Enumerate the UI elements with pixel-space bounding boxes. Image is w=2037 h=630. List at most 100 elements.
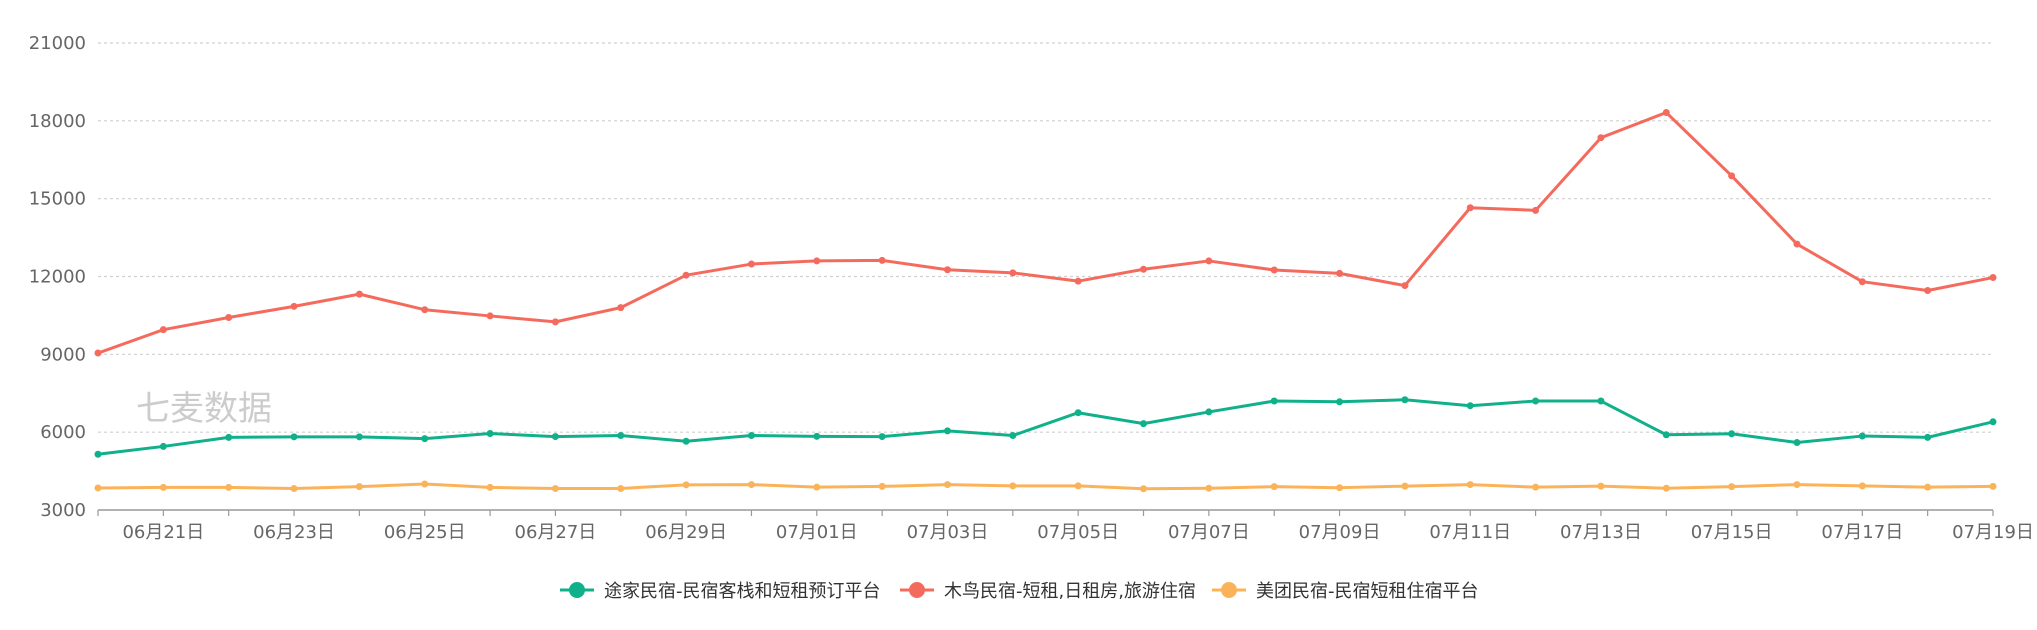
y-axis: 3000 6000 9000 12000 15000 18000 21000 bbox=[29, 33, 86, 521]
watermark: 七麦数据 bbox=[136, 389, 272, 429]
x-tick-label: 06月21日 bbox=[122, 522, 204, 543]
x-tick-label: 07月07日 bbox=[1168, 522, 1250, 543]
data-point bbox=[1401, 396, 1409, 404]
x-tick-label: 06月27日 bbox=[515, 522, 597, 543]
data-point bbox=[1270, 397, 1278, 405]
y-tick-label: 18000 bbox=[29, 111, 86, 132]
data-point bbox=[1989, 274, 1997, 282]
series-line bbox=[97, 482, 1994, 491]
data-point bbox=[878, 482, 886, 490]
data-point bbox=[1793, 240, 1801, 248]
data-point bbox=[159, 326, 167, 334]
data-point bbox=[421, 480, 429, 488]
legend-item[interactable]: 木鸟民宿-短租,日租房,旅游住宿 bbox=[900, 581, 1196, 602]
data-point bbox=[1466, 204, 1474, 212]
y-tick-label: 6000 bbox=[40, 422, 86, 443]
legend[interactable]: 途家民宿-民宿客栈和短租预订平台 木鸟民宿-短租,日租房,旅游住宿 美团民宿-民宿短… bbox=[560, 581, 1479, 602]
x-tick-label: 07月03日 bbox=[907, 522, 989, 543]
data-point bbox=[617, 432, 625, 440]
data-point bbox=[551, 433, 559, 441]
data-point bbox=[486, 429, 494, 437]
data-point bbox=[94, 484, 102, 492]
y-tick-label: 9000 bbox=[40, 344, 86, 365]
data-point bbox=[1858, 482, 1866, 490]
data-point bbox=[1793, 481, 1801, 489]
data-point bbox=[1205, 408, 1213, 416]
data-point bbox=[1597, 134, 1605, 142]
y-tick-label: 12000 bbox=[29, 267, 86, 288]
data-point bbox=[1924, 483, 1932, 491]
x-tick-label: 07月17日 bbox=[1821, 522, 1903, 543]
data-point bbox=[1532, 483, 1540, 491]
data-point bbox=[747, 481, 755, 489]
data-point bbox=[94, 349, 102, 357]
data-point bbox=[1858, 278, 1866, 286]
legend-label: 途家民宿-民宿客栈和短租预订平台 bbox=[604, 581, 881, 602]
y-tick-label: 3000 bbox=[40, 500, 86, 521]
data-point bbox=[355, 483, 363, 491]
data-point bbox=[682, 271, 690, 279]
y-tick-label: 15000 bbox=[29, 189, 86, 210]
data-point bbox=[617, 304, 625, 312]
data-point bbox=[1140, 485, 1148, 493]
data-point bbox=[943, 266, 951, 274]
y-tick-label: 21000 bbox=[29, 33, 86, 54]
legend-item[interactable]: 美团民宿-民宿短租住宿平台 bbox=[1212, 581, 1479, 602]
data-point bbox=[1270, 266, 1278, 274]
data-point bbox=[1728, 172, 1736, 180]
data-point bbox=[1074, 482, 1082, 490]
data-point bbox=[1532, 397, 1540, 405]
data-point bbox=[290, 302, 298, 310]
x-tick-label: 07月11日 bbox=[1429, 522, 1511, 543]
data-point bbox=[747, 432, 755, 440]
legend-marker bbox=[569, 582, 585, 598]
data-point bbox=[1532, 206, 1540, 214]
data-point bbox=[1924, 433, 1932, 441]
data-point bbox=[1205, 257, 1213, 265]
x-tick-label: 06月29日 bbox=[645, 522, 727, 543]
data-point bbox=[1336, 398, 1344, 406]
data-point bbox=[943, 427, 951, 435]
data-point bbox=[225, 483, 233, 491]
data-point bbox=[290, 484, 298, 492]
data-point bbox=[1009, 269, 1017, 277]
data-point bbox=[1989, 482, 1997, 490]
data-point bbox=[355, 290, 363, 298]
data-point bbox=[1009, 482, 1017, 490]
data-point bbox=[551, 484, 559, 492]
data-point bbox=[1662, 484, 1670, 492]
data-point bbox=[682, 437, 690, 445]
legend-item[interactable]: 途家民宿-民宿客栈和短租预订平台 bbox=[560, 581, 881, 602]
data-point bbox=[1270, 483, 1278, 491]
data-point bbox=[1336, 269, 1344, 277]
x-tick-label: 07月09日 bbox=[1299, 522, 1381, 543]
data-point bbox=[225, 433, 233, 441]
data-point bbox=[421, 306, 429, 314]
data-point bbox=[1597, 397, 1605, 405]
data-point bbox=[747, 260, 755, 268]
data-point bbox=[1858, 432, 1866, 440]
x-tick-label: 06月23日 bbox=[253, 522, 335, 543]
data-point bbox=[94, 450, 102, 458]
data-point bbox=[682, 481, 690, 489]
x-tick-label: 07月05日 bbox=[1037, 522, 1119, 543]
data-point bbox=[1924, 287, 1932, 295]
data-point bbox=[878, 256, 886, 264]
data-point bbox=[1597, 482, 1605, 490]
data-point bbox=[1793, 439, 1801, 447]
data-point bbox=[813, 483, 821, 491]
legend-label: 木鸟民宿-短租,日租房,旅游住宿 bbox=[944, 581, 1196, 602]
data-point bbox=[1728, 430, 1736, 438]
x-tick-label: 06月25日 bbox=[384, 522, 466, 543]
series-3 bbox=[94, 480, 1997, 493]
legend-label: 美团民宿-民宿短租住宿平台 bbox=[1256, 581, 1479, 602]
series-1 bbox=[94, 396, 1997, 458]
data-point bbox=[290, 433, 298, 441]
data-point bbox=[1074, 409, 1082, 417]
data-point bbox=[1205, 484, 1213, 492]
x-tick-label: 07月13日 bbox=[1560, 522, 1642, 543]
data-point bbox=[1140, 265, 1148, 273]
x-tick-label: 07月01日 bbox=[776, 522, 858, 543]
data-point bbox=[486, 483, 494, 491]
